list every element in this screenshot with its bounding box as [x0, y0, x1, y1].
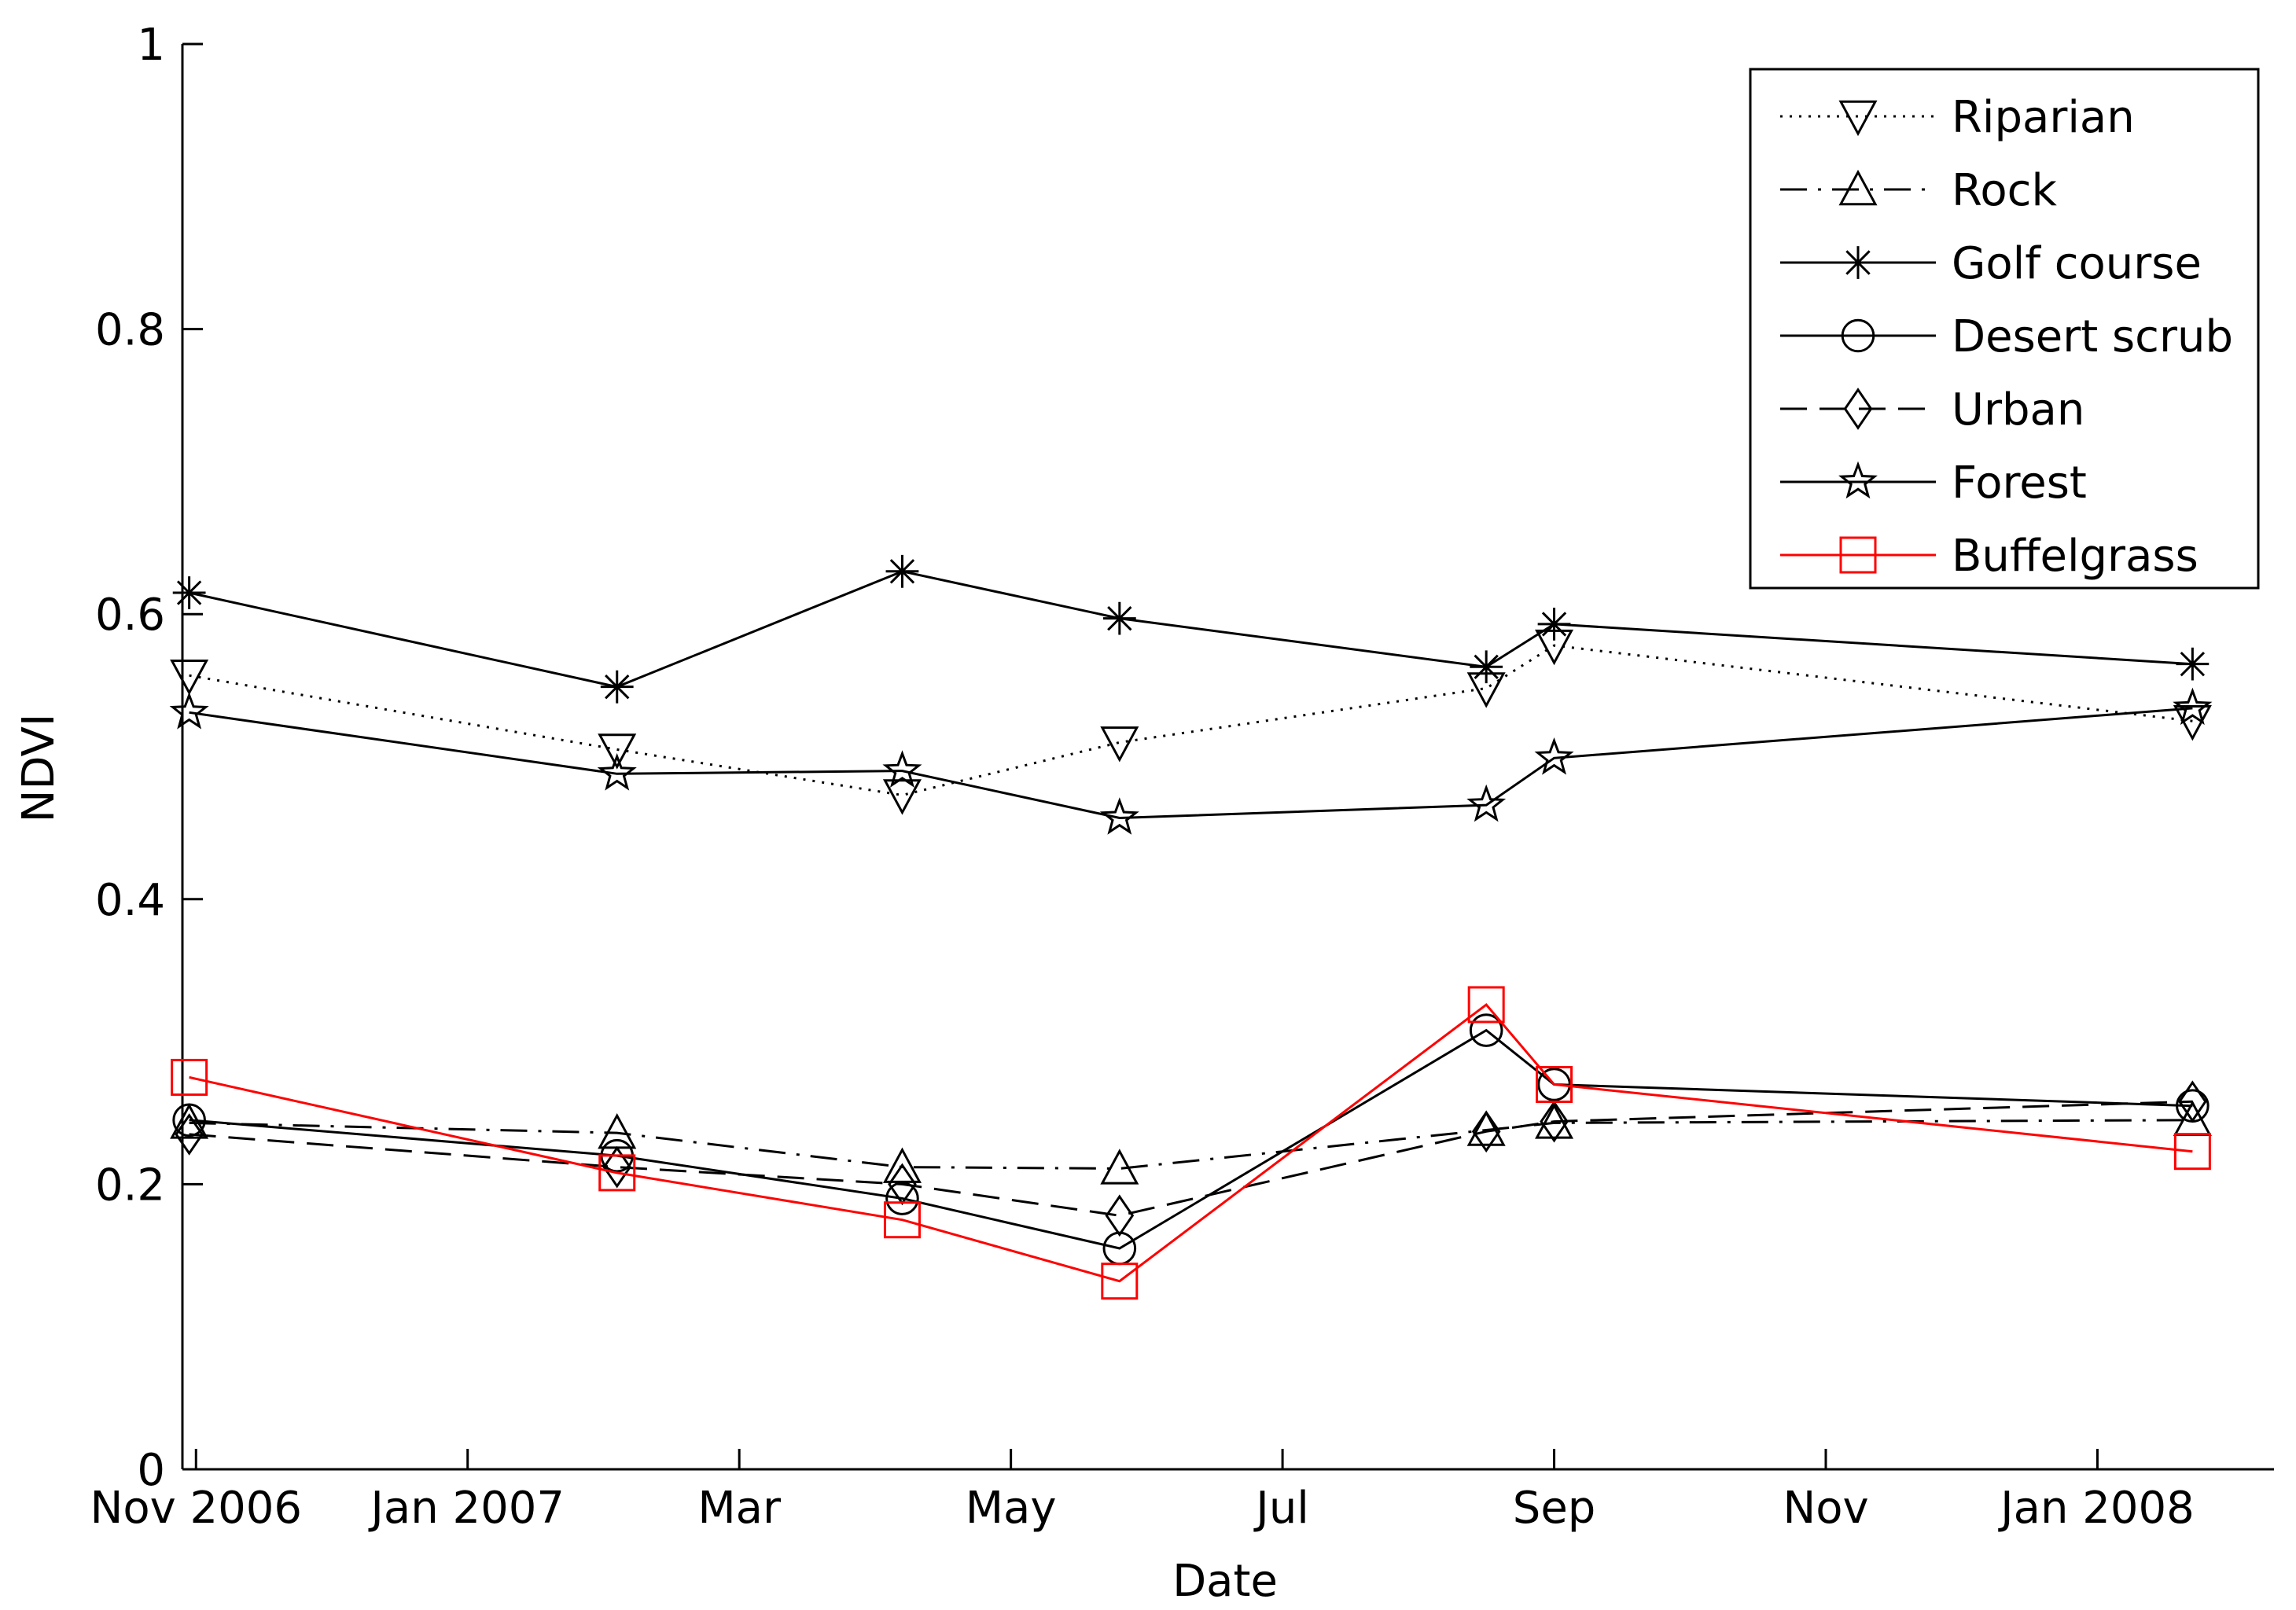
- y-tick-label: 0.4: [95, 875, 165, 926]
- legend-label: Rock: [1952, 165, 2057, 216]
- x-tick-label: Sep: [1513, 1483, 1596, 1534]
- x-tick-label: Mar: [697, 1483, 782, 1534]
- series-line-rock: [189, 1119, 2193, 1171]
- y-tick-label: 0: [137, 1445, 165, 1496]
- legend-marker: [1838, 169, 1878, 206]
- legend-marker: [1843, 388, 1873, 430]
- data-point-urban: [1471, 1110, 1501, 1153]
- series-golf-course: [172, 554, 2210, 704]
- y-axis-title: NDVI: [13, 714, 64, 823]
- x-tick-label: Jan 2007: [368, 1483, 565, 1534]
- data-point-buffelgrass: [1467, 986, 1505, 1024]
- data-point-golf-course: [172, 576, 206, 609]
- data-point-golf-course: [1102, 601, 1136, 635]
- legend-marker: [1838, 100, 1878, 137]
- data-point-desert-scrub: [1537, 1068, 1571, 1101]
- data-point-riparian: [2173, 704, 2212, 741]
- series-buffelgrass: [171, 986, 2211, 1300]
- legend: Riparian Rock Golf course Desert scrub Urban…: [1749, 68, 2260, 590]
- y-tick-label: 0.8: [95, 305, 165, 356]
- data-point-rock: [1100, 1149, 1139, 1185]
- legend-label: Desert scrub: [1952, 311, 2233, 362]
- series-forest: [169, 687, 2213, 835]
- y-tick-label: 1: [137, 20, 165, 71]
- data-point-urban: [602, 1145, 632, 1189]
- data-point-rock: [1466, 1110, 1506, 1146]
- series-layer: [169, 554, 2213, 1300]
- x-tick-label: Nov 2006: [90, 1483, 302, 1534]
- data-point-golf-course: [1537, 607, 1571, 641]
- legend-marker: [1841, 318, 1875, 353]
- data-point-forest: [1534, 737, 1574, 775]
- data-point-forest: [882, 750, 922, 788]
- data-point-buffelgrass: [883, 1201, 921, 1239]
- x-tick-label: Jan 2008: [1998, 1483, 2195, 1534]
- series-line-forest: [189, 707, 2193, 820]
- series-riparian: [170, 629, 2212, 815]
- legend-item-buffelgrass: Buffelgrass: [1780, 531, 2198, 582]
- data-point-desert-scrub: [885, 1182, 919, 1215]
- legend-label: Golf course: [1952, 238, 2202, 289]
- legend-item-golf-course: Golf course: [1780, 238, 2202, 289]
- series-urban: [175, 1080, 2207, 1237]
- data-point-urban: [1540, 1100, 1569, 1143]
- data-point-urban: [2178, 1080, 2207, 1123]
- legend-marker: [1842, 246, 1875, 279]
- data-point-buffelgrass: [1101, 1263, 1139, 1300]
- data-point-forest: [1099, 797, 1139, 835]
- x-tick-label: Jul: [1253, 1483, 1309, 1534]
- x-tick-label: May: [966, 1483, 1057, 1534]
- legend-item-desert-scrub: Desert scrub: [1780, 311, 2233, 362]
- legend-label: Forest: [1952, 458, 2087, 509]
- data-point-forest: [597, 753, 637, 791]
- data-point-desert-scrub: [1469, 1013, 1503, 1047]
- x-tick-label: Nov: [1783, 1483, 1868, 1534]
- x-axis: Nov 2006 Jan 2007 Mar May Jul Sep Nov Jan 2008: [90, 1449, 2195, 1534]
- data-point-urban: [1105, 1194, 1135, 1237]
- series-line-buffelgrass: [189, 1002, 2193, 1283]
- data-point-forest: [169, 692, 209, 730]
- legend-item-urban: Urban: [1780, 384, 2084, 436]
- legend-marker: [1838, 461, 1878, 499]
- legend-label: Urban: [1952, 384, 2084, 436]
- x-axis-title: Date: [1172, 1556, 1278, 1607]
- data-point-buffelgrass: [171, 1058, 208, 1096]
- series-line-riparian: [189, 644, 2193, 797]
- y-tick-label: 0.2: [95, 1160, 165, 1211]
- plot-frame: [181, 44, 2274, 1471]
- legend-label: Buffelgrass: [1952, 531, 2198, 582]
- y-axis: 0 0.2 0.4 0.6 0.8 1: [95, 20, 203, 1496]
- data-point-urban: [175, 1113, 204, 1156]
- data-point-riparian: [170, 659, 209, 696]
- series-line-urban: [189, 1100, 2193, 1217]
- data-point-buffelgrass: [2173, 1133, 2211, 1171]
- legend-marker: [1839, 536, 1877, 574]
- data-point-buffelgrass: [1536, 1065, 1573, 1103]
- data-point-riparian: [1100, 726, 1139, 763]
- legend-item-rock: Rock: [1780, 165, 2057, 216]
- data-point-buffelgrass: [598, 1154, 636, 1192]
- data-point-riparian: [598, 733, 637, 770]
- legend-item-forest: Forest: [1780, 458, 2087, 509]
- data-point-forest: [1466, 784, 1507, 822]
- data-point-golf-course: [2176, 647, 2210, 681]
- data-point-golf-course: [600, 670, 634, 704]
- data-point-desert-scrub: [172, 1103, 206, 1138]
- data-point-riparian: [882, 779, 922, 815]
- legend-label: Riparian: [1952, 92, 2135, 143]
- legend-box: [1749, 68, 2260, 590]
- legend-item-riparian: Riparian: [1780, 92, 2135, 143]
- series-line-desert-scrub: [189, 1028, 2193, 1250]
- data-point-golf-course: [1470, 650, 1503, 684]
- data-point-forest: [2173, 687, 2213, 726]
- data-point-golf-course: [885, 554, 919, 588]
- y-tick-label: 0.6: [95, 590, 165, 641]
